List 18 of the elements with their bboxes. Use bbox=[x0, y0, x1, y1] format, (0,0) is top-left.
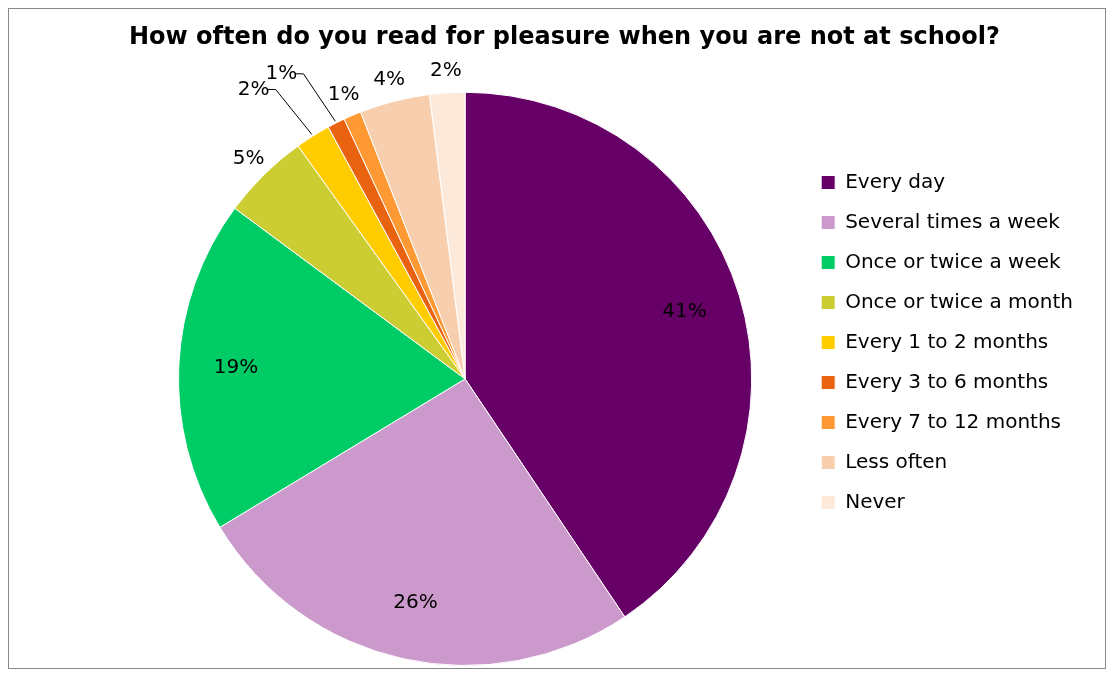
legend-label: Once or twice a month bbox=[845, 288, 1074, 313]
legend-label: Every 3 to 6 months bbox=[845, 368, 1049, 393]
legend-label: Once or twice a week bbox=[845, 248, 1062, 273]
legend-label: Every 1 to 2 months bbox=[845, 328, 1049, 353]
legend-label: Less often bbox=[845, 448, 948, 473]
data-label: 5% bbox=[232, 145, 265, 170]
legend-label: Never bbox=[845, 488, 906, 513]
legend-label: Every 7 to 12 months bbox=[845, 408, 1062, 433]
data-label: 41% bbox=[662, 298, 707, 323]
legend-label: Every day bbox=[845, 168, 946, 193]
data-label: 4% bbox=[373, 66, 405, 91]
chart-title: How often do you read for pleasure when you are not at school? bbox=[129, 21, 1000, 50]
data-label: 1% bbox=[265, 60, 298, 85]
legend-label: Several times a week bbox=[845, 208, 1061, 233]
data-label: 1% bbox=[327, 81, 360, 106]
data-label: 2% bbox=[430, 57, 462, 82]
data-label: 19% bbox=[213, 354, 259, 379]
data-label: 26% bbox=[393, 588, 438, 613]
